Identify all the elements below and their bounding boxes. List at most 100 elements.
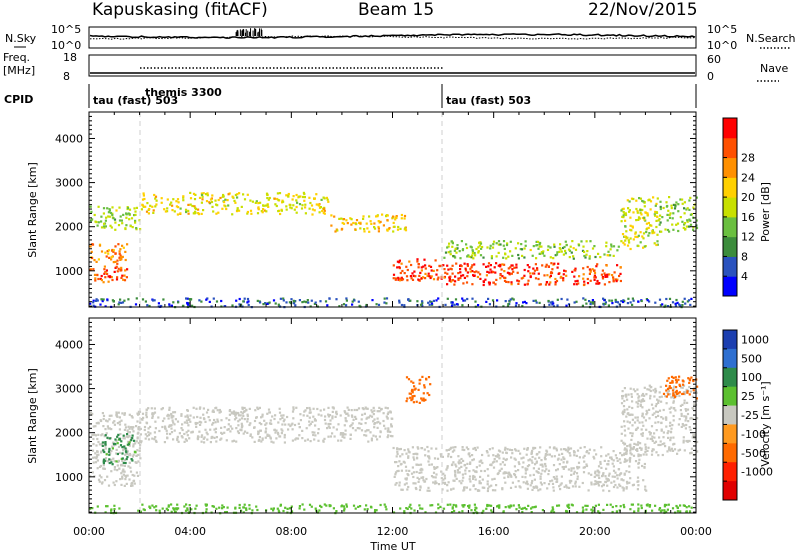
velocity-echo-cell (260, 440, 263, 443)
velocity-echo-cell (467, 448, 470, 451)
velocity-echo-cell (641, 464, 644, 468)
power-echo-cell (641, 199, 644, 203)
power-echo-cell (400, 278, 403, 282)
power-echo-cell (564, 270, 567, 273)
power-echo-cell (547, 299, 550, 303)
power-echo-cell (619, 266, 622, 269)
velocity-echo-cell (172, 411, 175, 414)
velocity-echo-cell (279, 503, 282, 506)
velocity-echo-cell (314, 434, 317, 437)
velocity-echo-cell (313, 431, 316, 434)
power-echo-cell (277, 303, 280, 306)
power-echo-cell (509, 266, 512, 269)
velocity-echo-cell (661, 509, 664, 512)
power-echo-cell (323, 209, 326, 212)
velocity-echo-cell (578, 485, 581, 488)
power-echo-cell (392, 264, 395, 267)
velocity-echo-cell (443, 477, 447, 480)
power-echo-cell (653, 231, 656, 234)
velocity-echo-cell (642, 453, 645, 456)
velocity-echo-cell (527, 504, 530, 507)
velocity-echo-cell (628, 481, 631, 484)
power-echo-cell (153, 299, 156, 302)
velocity-echo-cell (249, 434, 252, 437)
velocity-echo-cell (540, 472, 543, 475)
velocity-echo-cell (108, 414, 111, 417)
velocity-echo-cell (479, 475, 482, 478)
velocity-echo-cell (569, 447, 573, 450)
velocity-echo-cell (568, 452, 571, 455)
velocity-echo-cell (636, 402, 640, 405)
velocity-echo-cell (469, 480, 472, 483)
power-echo-cell (560, 250, 563, 253)
velocity-echo-cell (248, 504, 251, 507)
power-echo-cell (120, 268, 123, 271)
velocity-echo-cell (349, 437, 352, 440)
power-echo-cell (268, 196, 271, 200)
power-echo-cell (399, 227, 402, 230)
velocity-echo-cell (666, 450, 669, 453)
power-echo-cell (471, 264, 474, 267)
power-echo-cell (144, 205, 147, 208)
power-echo-cell (412, 274, 415, 277)
power-echo-cell (655, 219, 658, 222)
velocity-echo-cell (344, 433, 347, 436)
velocity-echo-cell (446, 484, 449, 487)
velocity-echo-cell (379, 431, 382, 434)
velocity-echo-cell (308, 416, 311, 419)
velocity-echo-cell (687, 420, 690, 423)
velocity-echo-cell (651, 439, 654, 442)
power-echo-cell (523, 300, 526, 303)
velocity-echo-cell (493, 458, 496, 461)
velocity-echo-cell (115, 439, 118, 443)
power-echo-cell (636, 235, 639, 239)
velocity-echo-cell (665, 402, 668, 405)
power-echo-cell (211, 205, 214, 208)
velocity-echo-cell (253, 419, 257, 423)
power-echo-cell (166, 210, 169, 213)
power-echo-cell (477, 246, 480, 249)
x-tick-label: 00:00 (73, 525, 105, 538)
power-echo-cell (625, 230, 628, 233)
velocity-echo-cell (412, 482, 415, 485)
velocity-echo-cell (94, 452, 97, 455)
power-echo-cell (643, 245, 646, 248)
velocity-echo-cell (196, 438, 200, 441)
velocity-echo-cell (461, 479, 464, 482)
power-echo-cell (479, 273, 482, 276)
velocity-echo-cell (647, 446, 650, 449)
velocity-echo-cell (675, 504, 678, 508)
velocity-echo-cell (196, 435, 200, 438)
velocity-echo-cell (282, 509, 285, 513)
power-echo-cell (266, 302, 269, 305)
velocity-echo-cell (283, 441, 286, 444)
velocity-echo-cell (634, 460, 638, 463)
velocity-echo-cell (555, 447, 558, 450)
velocity-echo-cell (194, 421, 197, 425)
velocity-echo-cell (667, 377, 670, 380)
velocity-echo-cell (123, 445, 126, 448)
velocity-echo-cell (139, 457, 142, 460)
velocity-echo-cell (398, 460, 401, 463)
velocity-echo-cell (671, 449, 675, 452)
velocity-echo-cell (390, 425, 393, 428)
velocity-echo-cell (128, 431, 131, 434)
power-echo-cell (295, 193, 298, 197)
power-echo-cell (194, 193, 197, 196)
velocity-echo-cell (672, 400, 675, 403)
velocity-echo-cell (602, 489, 605, 492)
velocity-echo-cell (429, 383, 432, 386)
power-echo-cell (406, 279, 409, 282)
velocity-echo-cell (483, 469, 486, 473)
velocity-echo-cell (113, 483, 116, 487)
power-echo-cell (120, 219, 123, 222)
velocity-echo-cell (373, 510, 377, 513)
power-echo-cell (573, 269, 576, 272)
velocity-echo-cell (427, 455, 430, 458)
velocity-echo-cell (171, 419, 174, 422)
power-echo-cell (146, 202, 149, 205)
velocity-echo-cell (550, 510, 553, 513)
velocity-echo-cell (154, 439, 158, 442)
velocity-echo-cell (422, 392, 425, 395)
velocity-echo-cell (118, 423, 122, 426)
